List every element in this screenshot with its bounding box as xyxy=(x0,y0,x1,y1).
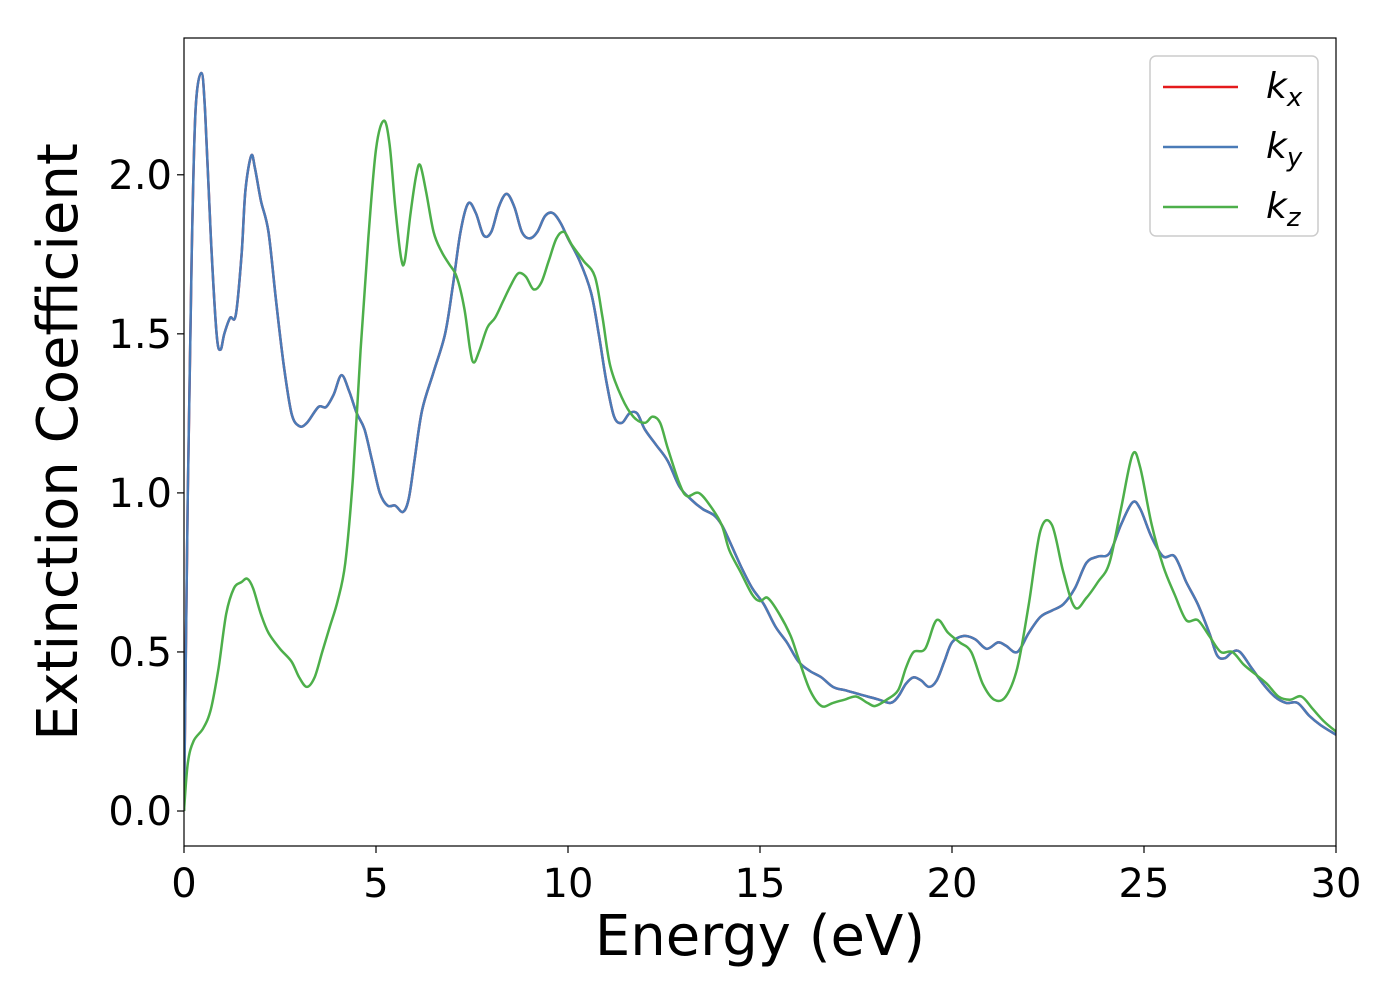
x-tick-label: 30 xyxy=(1311,861,1362,907)
y-tick-label: 0.0 xyxy=(108,789,172,835)
y-axis-label: Extinction Coefficient xyxy=(26,143,91,741)
x-tick-label: 15 xyxy=(735,861,786,907)
series-line-ky xyxy=(184,71,1336,812)
legend-label: kx xyxy=(1266,66,1303,113)
y-tick-label: 1.0 xyxy=(108,471,172,517)
series-layer xyxy=(184,71,1336,812)
x-tick-label: 5 xyxy=(363,861,388,907)
x-tick-label: 20 xyxy=(927,861,978,907)
x-tick-label: 25 xyxy=(1119,861,1170,907)
x-axis-label: Energy (eV) xyxy=(595,904,925,969)
series-line-kz xyxy=(184,119,1336,812)
y-tick-label: 1.5 xyxy=(108,312,172,358)
legend: kx ky kz xyxy=(1149,55,1319,237)
x-axis: 0 5 10 15 20 25 30 xyxy=(171,846,1361,907)
legend-label: ky xyxy=(1266,126,1303,173)
y-axis: 0.0 0.5 1.0 1.5 2.0 xyxy=(108,153,184,835)
x-tick-label: 10 xyxy=(543,861,594,907)
y-tick-label: 0.5 xyxy=(108,630,172,676)
y-tick-label: 2.0 xyxy=(108,153,172,199)
legend-label: kz xyxy=(1266,186,1302,233)
x-tick-label: 0 xyxy=(171,861,196,907)
